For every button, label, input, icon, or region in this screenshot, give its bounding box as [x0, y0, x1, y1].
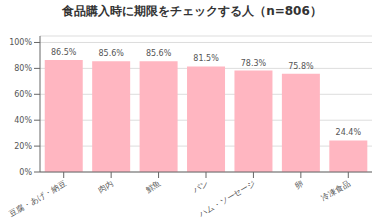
svg-text:24.4%: 24.4% [336, 128, 362, 137]
svg-text:80%: 80% [14, 64, 32, 73]
svg-text:鮮魚: 鮮魚 [144, 179, 162, 195]
svg-text:75.8%: 75.8% [288, 62, 314, 71]
svg-text:40%: 40% [14, 116, 32, 125]
svg-text:85.6%: 85.6% [98, 49, 124, 58]
svg-text:60%: 60% [14, 90, 32, 99]
svg-text:81.5%: 81.5% [193, 54, 219, 63]
svg-text:ハム・ソーセージ: ハム・ソーセージ [196, 179, 257, 219]
svg-text:パン: パン [191, 179, 210, 195]
html-text:食品購入時に期限をチェックする人（n=806）: 食品購入時に期限をチェックする人（n=806） [62, 4, 322, 18]
svg-text:86.5%: 86.5% [51, 48, 77, 57]
svg-text:78.3%: 78.3% [241, 59, 267, 68]
svg-text:20%: 20% [14, 142, 32, 151]
svg-text:肉内: 肉内 [97, 179, 115, 195]
svg-text:0%: 0% [19, 168, 32, 177]
svg-text:卵: 卵 [293, 179, 304, 191]
svg-text:100%: 100% [9, 38, 32, 47]
svg-text:冷凍食品: 冷凍食品 [320, 179, 352, 203]
svg-text:85.6%: 85.6% [146, 49, 172, 58]
svg-text:豆腐・あげ・納豆: 豆腐・あげ・納豆 [8, 179, 68, 219]
